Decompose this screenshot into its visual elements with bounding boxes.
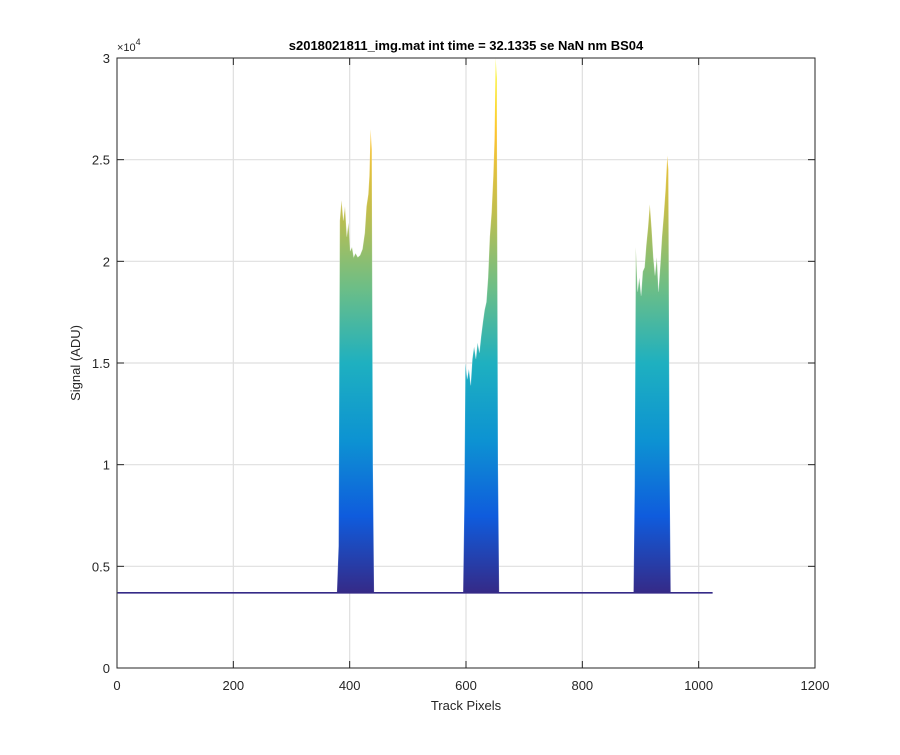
y-tick-label: 1 — [103, 458, 110, 473]
signal-peak-2 — [463, 58, 500, 593]
y-axis-label: Signal (ADU) — [68, 325, 83, 401]
ticks: 0 200 400 600 800 1000 1200 0 0.5 1 1.5 2 2.5 3 — [92, 51, 830, 693]
x-tick-label: 1000 — [684, 678, 713, 693]
signal-peak-ridge-1 — [336, 129, 375, 593]
x-tick-label: 1200 — [801, 678, 830, 693]
y-tick-label: 2 — [103, 254, 110, 269]
signal-peak-3 — [633, 155, 671, 593]
signal-peak-ridge-3 — [633, 155, 672, 593]
x-axis-label: Track Pixels — [431, 698, 502, 713]
y-tick-label: 1.5 — [92, 356, 110, 371]
y-tick-label: 0.5 — [92, 559, 110, 574]
chart-title: s2018021811_img.mat int time = 32.1335 s… — [289, 38, 644, 53]
y-axis-exponent: ×104 — [117, 37, 141, 54]
series-layer — [117, 57, 713, 594]
y-exponent-power: 4 — [136, 37, 141, 47]
y-tick-label: 0 — [103, 661, 110, 676]
y-exponent-base: ×10 — [117, 42, 136, 54]
signal-peak-ridge-2 — [462, 57, 500, 593]
signal-peak-1 — [336, 129, 375, 593]
x-tick-label: 800 — [571, 678, 593, 693]
x-tick-label: 0 — [113, 678, 120, 693]
y-tick-label: 2.5 — [92, 153, 110, 168]
x-tick-label: 400 — [339, 678, 361, 693]
x-tick-label: 600 — [455, 678, 477, 693]
y-tick-label: 3 — [103, 51, 110, 66]
x-tick-label: 200 — [222, 678, 244, 693]
